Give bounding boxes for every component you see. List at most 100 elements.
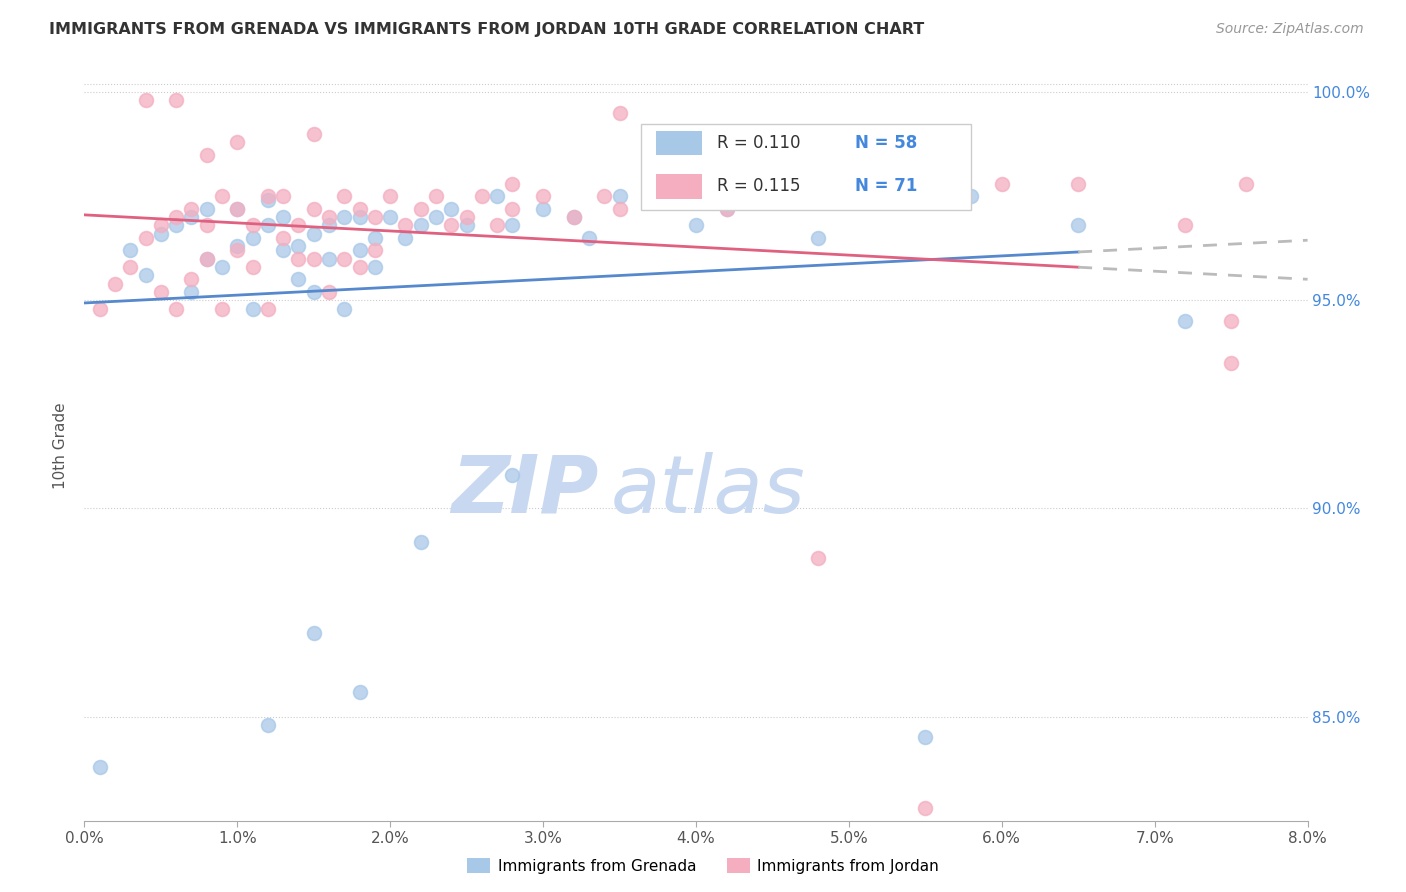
Point (195, 252, 218, 266)
Point (318, 219, 340, 233)
Point (869, 189, 891, 203)
Point (1236, 177, 1258, 191)
Point (807, 551, 830, 566)
Point (409, 219, 432, 233)
Point (211, 189, 233, 203)
Text: N = 58: N = 58 (855, 134, 917, 152)
Point (1174, 219, 1197, 233)
Point (149, 285, 172, 299)
Point (302, 285, 325, 299)
Point (807, 189, 830, 203)
Text: atlas: atlas (610, 452, 806, 530)
Point (180, 285, 202, 299)
Point (165, 301, 187, 316)
Point (425, 210, 447, 224)
Point (364, 210, 387, 224)
Point (120, 260, 142, 274)
Point (562, 210, 585, 224)
Point (165, 219, 187, 233)
Point (531, 189, 554, 203)
Point (425, 189, 447, 203)
Point (914, 731, 936, 745)
Point (333, 210, 356, 224)
Point (257, 718, 280, 732)
Point (364, 231, 387, 245)
Legend: Immigrants from Grenada, Immigrants from Jordan: Immigrants from Grenada, Immigrants from… (461, 852, 945, 880)
Point (149, 227, 172, 241)
Point (747, 189, 769, 203)
Point (349, 202, 371, 216)
Point (456, 219, 478, 233)
Point (271, 244, 294, 258)
Point (471, 189, 494, 203)
Point (1174, 314, 1197, 328)
Point (486, 189, 509, 203)
Point (120, 244, 142, 258)
Point (226, 239, 249, 253)
Point (302, 227, 325, 241)
Point (914, 801, 936, 815)
Point (180, 202, 202, 216)
Point (89, 759, 111, 773)
Point (991, 177, 1014, 191)
Point (302, 202, 325, 216)
Point (578, 231, 600, 245)
Point (609, 202, 631, 216)
FancyBboxPatch shape (641, 124, 972, 210)
Point (593, 189, 616, 203)
Point (333, 301, 356, 316)
Point (685, 219, 707, 233)
Point (531, 202, 554, 216)
FancyBboxPatch shape (655, 174, 702, 199)
Point (380, 210, 402, 224)
Point (211, 301, 233, 316)
Point (349, 210, 371, 224)
Point (440, 202, 463, 216)
Point (380, 189, 402, 203)
Point (318, 210, 340, 224)
Point (287, 219, 309, 233)
Point (180, 210, 202, 224)
Point (333, 189, 356, 203)
Text: R = 0.110: R = 0.110 (717, 134, 800, 152)
Point (257, 301, 280, 316)
Point (242, 219, 264, 233)
Point (226, 202, 249, 216)
Point (242, 260, 264, 274)
Point (271, 210, 294, 224)
Point (716, 202, 738, 216)
Point (654, 177, 676, 191)
Point (409, 534, 432, 549)
Point (486, 219, 509, 233)
Point (195, 252, 218, 266)
Point (1220, 356, 1243, 370)
Point (242, 231, 264, 245)
Point (89, 301, 111, 316)
FancyBboxPatch shape (655, 130, 702, 155)
Point (502, 219, 524, 233)
Point (271, 189, 294, 203)
Point (195, 219, 218, 233)
Point (226, 202, 249, 216)
Text: R = 0.115: R = 0.115 (717, 177, 800, 195)
Point (364, 244, 387, 258)
Point (287, 252, 309, 266)
Point (349, 244, 371, 258)
Point (226, 244, 249, 258)
Point (716, 202, 738, 216)
Point (440, 219, 463, 233)
Point (287, 239, 309, 253)
Point (394, 219, 416, 233)
Text: N = 71: N = 71 (855, 177, 917, 195)
Point (242, 301, 264, 316)
Point (257, 219, 280, 233)
Point (257, 189, 280, 203)
Point (502, 177, 524, 191)
Point (502, 202, 524, 216)
Point (149, 219, 172, 233)
Point (914, 169, 936, 183)
Point (914, 189, 936, 203)
Point (349, 260, 371, 274)
Point (502, 468, 524, 483)
Y-axis label: 10th Grade: 10th Grade (53, 402, 69, 490)
